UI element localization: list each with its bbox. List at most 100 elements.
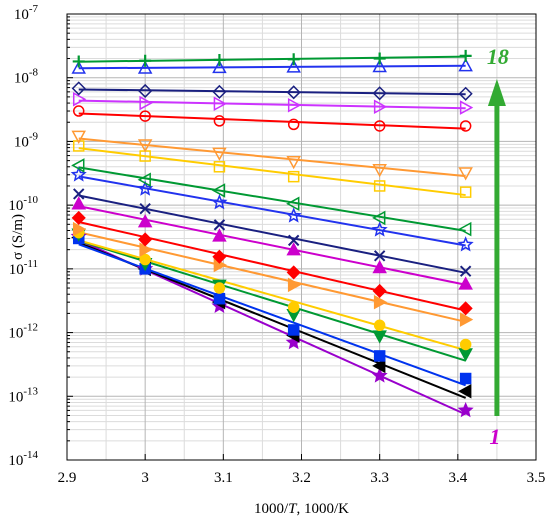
marker-circle bbox=[139, 110, 151, 122]
marker-circle bbox=[459, 338, 472, 351]
marker-triangle-down bbox=[137, 139, 153, 153]
marker-triangle-right bbox=[459, 312, 474, 327]
marker-star bbox=[371, 367, 388, 383]
data-markers bbox=[70, 49, 474, 418]
x-tick-label: 3.4 bbox=[448, 470, 467, 486]
marker-diamond bbox=[458, 86, 473, 101]
marker-plus bbox=[213, 53, 226, 66]
marker-circle bbox=[139, 253, 151, 266]
marker-triangle-down bbox=[372, 330, 387, 344]
x-tick-label: 3 bbox=[141, 470, 149, 486]
y-axis-label: σ (S/m) bbox=[10, 214, 26, 260]
marker-triangle-up bbox=[137, 214, 153, 228]
marker-triangle-up bbox=[212, 59, 227, 74]
fit-line bbox=[78, 239, 466, 352]
marker-triangle-down bbox=[286, 155, 301, 170]
marker-x bbox=[373, 250, 386, 262]
y-tick-label: 10-10 bbox=[8, 194, 38, 214]
marker-triangle-right bbox=[72, 91, 87, 107]
marker-triangle-up bbox=[372, 58, 387, 73]
marker-triangle-down bbox=[71, 130, 86, 144]
marker-triangle-down bbox=[212, 147, 227, 161]
marker-circle bbox=[213, 282, 226, 294]
y-tick-label: 10-13 bbox=[8, 385, 38, 405]
marker-diamond bbox=[71, 210, 86, 225]
fit-line bbox=[78, 88, 466, 96]
marker-circle bbox=[373, 120, 386, 132]
marker-square bbox=[213, 161, 226, 173]
marker-triangle-right bbox=[373, 99, 388, 115]
y-tick-label: 10-11 bbox=[9, 258, 38, 278]
marker-triangle-left bbox=[137, 172, 151, 188]
marker-triangle-left bbox=[286, 196, 300, 212]
fit-line bbox=[78, 166, 466, 232]
marker-plus bbox=[373, 52, 386, 65]
marker-plus bbox=[287, 53, 300, 66]
arrow-head bbox=[487, 79, 506, 106]
marker-triangle-up bbox=[71, 60, 86, 74]
marker-square bbox=[459, 372, 472, 385]
marker-circle bbox=[213, 115, 226, 127]
marker-diamond bbox=[372, 86, 387, 101]
x-tick-label: 3.1 bbox=[214, 470, 233, 486]
y-tick-label: 10-12 bbox=[8, 322, 38, 342]
marker-diamond bbox=[71, 81, 86, 96]
marker-circle bbox=[373, 319, 386, 332]
marker-square bbox=[373, 180, 386, 192]
marker-triangle-left bbox=[458, 383, 472, 399]
marker-plus bbox=[459, 49, 472, 62]
marker-diamond bbox=[138, 232, 153, 247]
marker-triangle-right bbox=[72, 221, 87, 237]
top-series-label: 18 bbox=[487, 44, 509, 69]
marker-x bbox=[459, 265, 472, 277]
x-tick-label: 3.5 bbox=[527, 470, 546, 486]
marker-circle bbox=[459, 120, 472, 132]
marker-triangle-left bbox=[372, 210, 386, 226]
marker-triangle-right bbox=[287, 97, 302, 113]
marker-triangle-left bbox=[71, 158, 85, 173]
fit-line bbox=[78, 55, 466, 63]
marker-star bbox=[371, 221, 388, 237]
marker-triangle-up bbox=[137, 60, 153, 74]
y-tick-label: 10-8 bbox=[14, 67, 39, 87]
marker-triangle-right bbox=[139, 242, 153, 257]
marker-triangle-up bbox=[458, 58, 473, 72]
fit-line bbox=[78, 99, 466, 110]
marker-triangle-up bbox=[286, 242, 301, 256]
marker-triangle-down bbox=[458, 167, 473, 181]
marker-diamond bbox=[212, 84, 227, 99]
marker-triangle-right bbox=[139, 95, 153, 111]
marker-x bbox=[73, 188, 85, 200]
marker-star bbox=[457, 401, 474, 418]
fit-line bbox=[78, 147, 466, 197]
x-tick-labels: 2.9 3 3.1 3.2 3.3 3.4 3.5 bbox=[58, 470, 546, 486]
marker-triangle-up bbox=[286, 59, 301, 73]
fit-line bbox=[78, 112, 466, 130]
fit-line bbox=[78, 175, 466, 247]
marker-triangle-up bbox=[458, 276, 473, 290]
bottom-series-label: 1 bbox=[489, 424, 500, 449]
marker-star bbox=[137, 180, 154, 196]
marker-star bbox=[70, 166, 87, 182]
marker-star bbox=[457, 236, 474, 252]
y-tick-label: 10-9 bbox=[14, 130, 39, 150]
marker-star bbox=[285, 207, 302, 223]
marker-triangle-left bbox=[211, 183, 226, 198]
marker-triangle-left bbox=[458, 221, 472, 237]
fit-line bbox=[78, 137, 466, 178]
fit-line bbox=[78, 64, 466, 70]
marker-triangle-up bbox=[71, 196, 86, 210]
marker-triangle-up bbox=[212, 228, 227, 242]
series-order-annotation: 18 1 bbox=[487, 44, 509, 449]
marker-square bbox=[373, 350, 386, 362]
marker-diamond bbox=[212, 249, 227, 264]
y-tick-label: 10-7 bbox=[14, 3, 39, 23]
x-tick-label: 3.2 bbox=[292, 470, 311, 486]
marker-diamond bbox=[458, 301, 473, 316]
fit-lines bbox=[78, 55, 467, 416]
y-tick-labels: 10-14 10-13 10-12 10-11 10-10 10-9 10-8 10-7 bbox=[8, 3, 38, 469]
marker-circle bbox=[287, 118, 300, 131]
marker-triangle-right bbox=[287, 277, 302, 293]
x-axis-label: 1000/T, 1000/K bbox=[254, 501, 349, 517]
